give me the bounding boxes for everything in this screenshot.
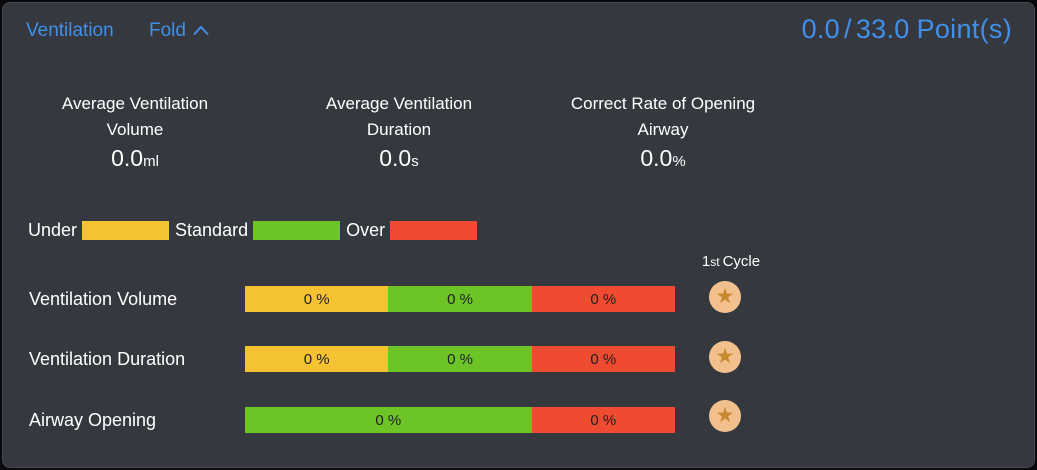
segment-value: 0 % (303, 350, 330, 368)
stat-correct-rate-airway: Correct Rate of Opening Airway 0.0% (531, 91, 795, 177)
bar-segment-over: 0 % (531, 346, 675, 372)
stat-title-line2: Volume (106, 120, 164, 139)
segment-value: 0 % (375, 411, 402, 429)
segment-value: 0 % (590, 411, 617, 429)
legend-label-under: Under (28, 219, 78, 240)
row-label: Ventilation Volume (29, 289, 178, 309)
progress-bar: 0 % 0 % 0 % (245, 346, 675, 372)
cycle-number: 1 (701, 253, 711, 270)
stat-average-ventilation-duration: Average Ventilation Duration 0.0s (267, 91, 531, 177)
score-unit: Point(s) (916, 14, 1012, 44)
legend-swatch-standard (253, 220, 341, 240)
bar-segment-under: 0 % (245, 286, 389, 312)
stat-title-line1: Average Ventilation (325, 94, 473, 113)
stat-value: 0.0 (640, 145, 673, 171)
cycle-word: Cycle (722, 253, 761, 270)
panel-title: Ventilation (26, 20, 114, 41)
stat-title-line1: Correct Rate of Opening (570, 94, 756, 113)
bar-row-airway-opening: Airway Opening 0 % 0 % ★ (3, 400, 1034, 436)
progress-bar: 0 % 0 % 0 % (245, 286, 675, 312)
cycle-star-badge: ★ (709, 281, 741, 313)
fold-button[interactable]: Fold (149, 20, 210, 42)
segment-value: 0 % (447, 350, 473, 368)
segment-value: 0 % (590, 350, 617, 368)
segment-value: 0 % (303, 290, 330, 308)
bar-row-ventilation-volume: Ventilation Volume 0 % 0 % 0 % ★ (3, 281, 1034, 315)
star-icon: ★ (715, 344, 735, 368)
bar-segment-standard: 0 % (245, 407, 532, 433)
stat-unit: s (411, 153, 419, 170)
legend-label-over: Over (346, 219, 386, 240)
legend-swatch-over (390, 220, 478, 240)
cycle-star-badge: ★ (709, 400, 741, 432)
stat-average-ventilation-volume: Average Ventilation Volume 0.0ml (3, 91, 267, 177)
stat-title-line2: Duration (366, 120, 432, 139)
score-display: 0.0/33.0 Point(s) (802, 14, 1012, 45)
cycle-star-badge: ★ (709, 341, 741, 373)
stat-title-line2: Airway (637, 120, 689, 139)
bar-segment-standard: 0 % (388, 286, 532, 312)
score-separator: / (844, 14, 852, 44)
segment-value: 0 % (590, 290, 617, 308)
bar-row-ventilation-duration: Ventilation Duration 0 % 0 % 0 % ★ (3, 341, 1034, 375)
score-total: 33.0 (855, 14, 910, 44)
bar-segment-standard: 0 % (388, 346, 532, 372)
star-icon: ★ (715, 284, 735, 308)
stat-unit: ml (143, 153, 159, 170)
stat-value: 0.0 (379, 145, 412, 171)
segment-value: 0 % (447, 290, 473, 308)
cycle-column-header: 1st Cycle (695, 253, 767, 270)
star-icon: ★ (715, 403, 735, 427)
stat-value: 0.0 (111, 145, 144, 171)
score-achieved: 0.0 (801, 14, 840, 44)
bar-segment-over: 0 % (531, 286, 675, 312)
bar-segment-over: 0 % (531, 407, 675, 433)
progress-bar: 0 % 0 % (245, 407, 675, 433)
cycle-ordinal: st (710, 255, 720, 269)
row-label: Airway Opening (29, 410, 157, 430)
stat-unit: % (672, 153, 686, 170)
stats-row: Average Ventilation Volume 0.0ml Average… (3, 91, 795, 177)
bar-segment-under: 0 % (245, 346, 389, 372)
row-label: Ventilation Duration (29, 349, 186, 369)
legend-swatch-under (82, 220, 170, 240)
stat-title-line1: Average Ventilation (61, 94, 209, 113)
fold-button-label: Fold (149, 20, 186, 41)
legend-label-standard: Standard (175, 219, 249, 240)
legend: Under Standard Over (28, 219, 483, 241)
chevron-up-icon (186, 20, 210, 42)
